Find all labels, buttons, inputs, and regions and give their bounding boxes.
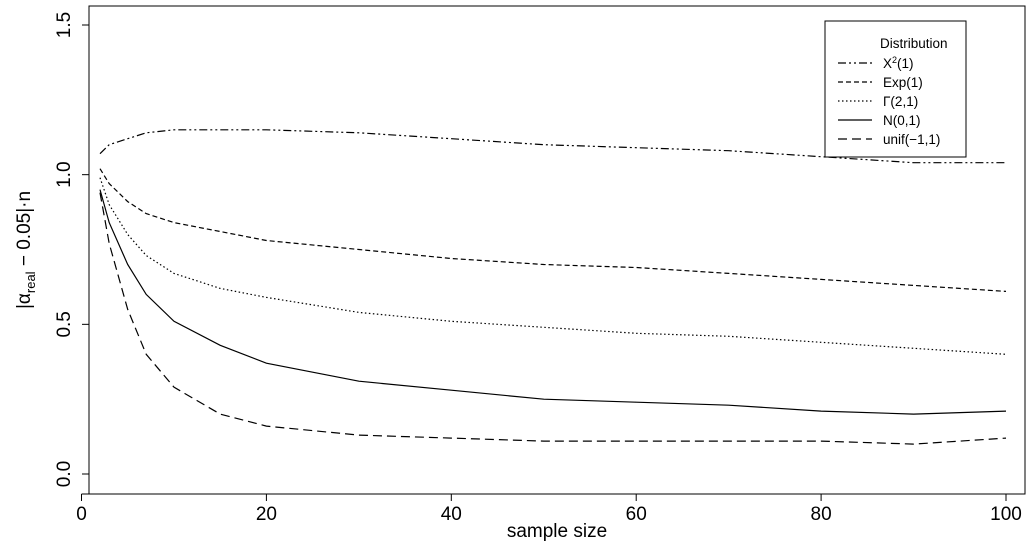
x-axis: 0 20 40 60 80 100	[76, 493, 1022, 525]
legend-title: Distribution	[880, 36, 948, 51]
x-tick-label: 20	[256, 504, 277, 525]
series-line-5	[99, 192, 1007, 445]
legend-label-2: Exp(1)	[883, 75, 923, 90]
y-tick-label: 1.0	[54, 161, 75, 187]
x-tick-label: 0	[76, 504, 87, 525]
y-tick-label: 1.5	[54, 12, 75, 38]
legend-label-5: unif(−1,1)	[883, 132, 940, 147]
y-axis-label: |αreal − 0.05|·n	[14, 191, 38, 309]
x-tick-label: 100	[990, 504, 1022, 525]
x-tick-label: 60	[626, 504, 647, 525]
series-lines	[99, 129, 1007, 445]
legend-box	[824, 20, 967, 158]
x-axis-label: sample size	[507, 521, 607, 542]
y-axis: 0.0 0.5 1.0 1.5	[54, 12, 90, 487]
legend-label-4: N(0,1)	[883, 113, 921, 128]
y-tick-label: 0.0	[54, 461, 75, 487]
legend-label-1: X2(1)	[883, 55, 914, 71]
y-tick-label: 0.5	[54, 311, 75, 337]
series-line-4	[99, 189, 1007, 415]
series-line-1	[99, 129, 1006, 164]
legend-label-3: Γ(2,1)	[883, 94, 918, 109]
x-tick-label: 80	[811, 504, 832, 525]
series-line-3	[99, 177, 1007, 355]
legend: Distribution X2(1) Exp(1) Γ(2,1) N(0,1) unif…	[824, 20, 967, 158]
x-tick-label: 40	[441, 504, 462, 525]
series-line-2	[99, 168, 1007, 292]
